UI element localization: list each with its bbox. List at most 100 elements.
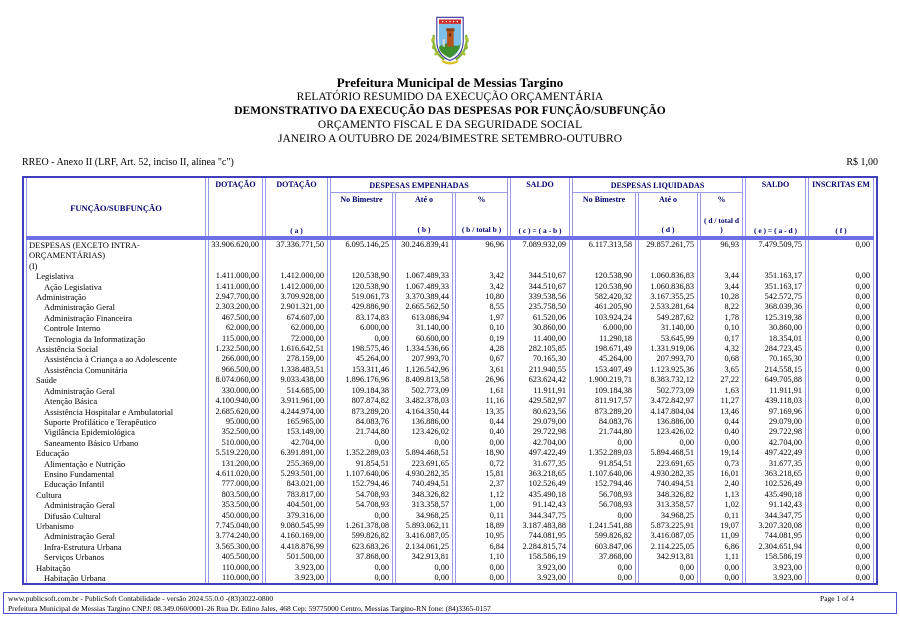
row-label: Administração	[26, 292, 206, 303]
cell-inscritas: 0,00	[808, 552, 874, 563]
table-row: Administração Geral 330.000,00 514.685,0…	[26, 385, 874, 397]
cell-saldo-c: 344.510,67	[510, 271, 570, 282]
cell-empenhadas-percentual: 0,19	[455, 333, 508, 345]
cell-dotacao-atualizada: 674.607,00	[265, 312, 328, 324]
cell-saldo-c: 70.165,30	[510, 354, 570, 365]
cell-saldo-e: 497.422,49	[745, 448, 806, 459]
cell-empenhadas-no-bimestre: 84.083,76	[330, 416, 393, 428]
cell-inscritas: 0,00	[808, 385, 874, 397]
table-row: Suporte Profilático e Terapêutico 95.000…	[26, 416, 874, 428]
cell-dotacao-atualizada: 3.923,00	[265, 562, 328, 573]
cell-dotacao-inicial: 4.100.940,00	[208, 396, 263, 407]
cell-saldo-e: 439.118,03	[745, 396, 806, 407]
cell-saldo-c: 623.624,42	[510, 375, 570, 386]
col-dotacao-atualizada: DOTAÇÃO( a )	[265, 178, 328, 236]
cell-inscritas: 0,00	[808, 375, 874, 386]
statement-title: DEMONSTRATIVO DA EXECUÇÃO DAS DESPESAS P…	[234, 105, 666, 117]
cell-empenhadas-percentual: 3,61	[455, 364, 508, 376]
table-row: Assistência Hospitalar e Ambulatorial 2.…	[26, 406, 874, 417]
cell-empenhadas-percentual: 0,44	[455, 416, 508, 428]
cell-liquidadas-no-bimestre: 11.290,18	[572, 333, 636, 345]
footer-entity-info: Prefeitura Municipal de Messias Targino …	[8, 604, 491, 613]
cell-empenhadas-ate-o: 348.326,82	[395, 489, 453, 501]
cell-empenhadas-no-bimestre: 1.352.289,03	[330, 448, 393, 459]
row-label: Atenção Básica	[26, 396, 206, 407]
cell-empenhadas-no-bimestre: 1.107.640,06	[330, 468, 393, 480]
cell-empenhadas-percentual: 11,16	[455, 396, 508, 407]
cell-dotacao-atualizada: 9.080.545,99	[265, 520, 328, 532]
cell-empenhadas-ate-o: 30.246.839,41	[395, 240, 453, 272]
cell-dotacao-inicial: 330.000,00	[208, 385, 263, 397]
annex-reference: RREO - Anexo II (LRF, Art. 52, inciso II…	[22, 157, 234, 168]
cell-empenhadas-ate-o: 0,00	[395, 562, 453, 573]
row-label: Tecnologia da Informatização	[26, 333, 206, 345]
col-liquidadas-ate-o: Até o( d )	[638, 193, 698, 236]
table-row: Assistência Comunitária 966.500,00 1.338…	[26, 364, 874, 376]
row-label: Assistência Social	[26, 344, 206, 355]
cell-empenhadas-ate-o: 31.140,00	[395, 323, 453, 334]
cell-empenhadas-ate-o: 502.773,09	[395, 385, 453, 397]
cell-empenhadas-no-bimestre: 37.868,00	[330, 552, 393, 563]
cell-liquidadas-percentual: 13,46	[700, 406, 743, 417]
cell-inscritas: 0,00	[808, 406, 874, 417]
table-row: DESPESAS (EXCETO INTRA-ORÇAMENTÁRIAS) (I…	[26, 240, 874, 272]
cell-empenhadas-no-bimestre: 0,00	[330, 573, 393, 584]
cell-saldo-c: 31.677,35	[510, 458, 570, 469]
cell-dotacao-inicial: 131.200,00	[208, 458, 263, 469]
cell-saldo-c: 7.089.932,09	[510, 240, 570, 272]
table-row: Tecnologia da Informatização 115.000,00 …	[26, 333, 874, 345]
cell-saldo-e: 363.218,65	[745, 468, 806, 480]
cell-dotacao-atualizada: 37.336.771,50	[265, 240, 328, 272]
cell-liquidadas-ate-o: 348.326,82	[638, 489, 698, 501]
table-row: Educação 5.519.220,00 6.391.891,00 1.352…	[26, 448, 874, 459]
cell-empenhadas-percentual: 0,00	[455, 573, 508, 584]
cell-inscritas: 0,00	[808, 292, 874, 303]
cell-liquidadas-no-bimestre: 1.352.289,03	[572, 448, 636, 459]
cell-liquidadas-percentual: 96,93	[700, 240, 743, 272]
cell-saldo-e: 29.079,00	[745, 416, 806, 428]
cell-inscritas: 0,00	[808, 344, 874, 355]
cell-empenhadas-percentual: 0,00	[455, 562, 508, 573]
cell-liquidadas-no-bimestre: 811.917,57	[572, 396, 636, 407]
row-label: Cultura	[26, 489, 206, 501]
cell-liquidadas-no-bimestre: 198.671,49	[572, 344, 636, 355]
cell-liquidadas-no-bimestre: 103.924,24	[572, 312, 636, 324]
cell-dotacao-atualizada: 3.923,00	[265, 573, 328, 584]
report-title: RELATÓRIO RESUMIDO DA EXECUÇÃO ORÇAMENTÁ…	[296, 91, 604, 103]
table-row: Infra-Estrutura Urbana 3.565.300,00 4.41…	[26, 541, 874, 553]
cell-liquidadas-ate-o: 4.930.282,35	[638, 468, 698, 480]
cell-empenhadas-ate-o: 2.665.562,50	[395, 302, 453, 313]
cell-dotacao-atualizada: 153.149,00	[265, 427, 328, 438]
cell-empenhadas-no-bimestre: 91.854,51	[330, 458, 393, 469]
row-label: Administração Geral	[26, 385, 206, 397]
cell-liquidadas-percentual: 1,02	[700, 500, 743, 511]
cell-inscritas: 0,00	[808, 271, 874, 282]
cell-dotacao-atualizada: 2.901.321,00	[265, 302, 328, 313]
cell-empenhadas-percentual: 1,12	[455, 489, 508, 501]
cell-empenhadas-percentual: 0,10	[455, 323, 508, 334]
cell-saldo-e: 744.081,95	[745, 531, 806, 542]
cell-saldo-c: 435.490,18	[510, 489, 570, 501]
cell-liquidadas-ate-o: 3.472.842,97	[638, 396, 698, 407]
cell-empenhadas-ate-o: 60.600,00	[395, 333, 453, 345]
cell-saldo-c: 339.538,56	[510, 292, 570, 303]
cell-inscritas: 0,00	[808, 312, 874, 324]
cell-saldo-e: 70.165,30	[745, 354, 806, 365]
cell-empenhadas-ate-o: 1.067.489,33	[395, 271, 453, 282]
row-label: Ação Legislativa	[26, 281, 206, 293]
table-row: Vigilância Epidemiológica 352.500,00 153…	[26, 427, 874, 438]
cell-dotacao-atualizada: 62.000,00	[265, 323, 328, 334]
cell-liquidadas-no-bimestre: 45.264,00	[572, 354, 636, 365]
cell-liquidadas-ate-o: 207.993,70	[638, 354, 698, 365]
cell-dotacao-inicial: 7.745.040,00	[208, 520, 263, 532]
col-inscritas-em: INSCRITAS EM( f )	[808, 178, 874, 236]
cell-liquidadas-no-bimestre: 461.205,90	[572, 302, 636, 313]
cell-liquidadas-ate-o: 342.913,81	[638, 552, 698, 563]
col-empenhadas-percentual: %( b / total b )	[455, 193, 508, 236]
cell-empenhadas-ate-o: 3.416.087,05	[395, 531, 453, 542]
cell-empenhadas-no-bimestre: 873.289,20	[330, 406, 393, 417]
cell-saldo-c: 429.582,97	[510, 396, 570, 407]
cell-liquidadas-no-bimestre: 1.900.219,71	[572, 375, 636, 386]
row-label: Educação Infantil	[26, 479, 206, 490]
cell-liquidadas-percentual: 0,68	[700, 354, 743, 365]
